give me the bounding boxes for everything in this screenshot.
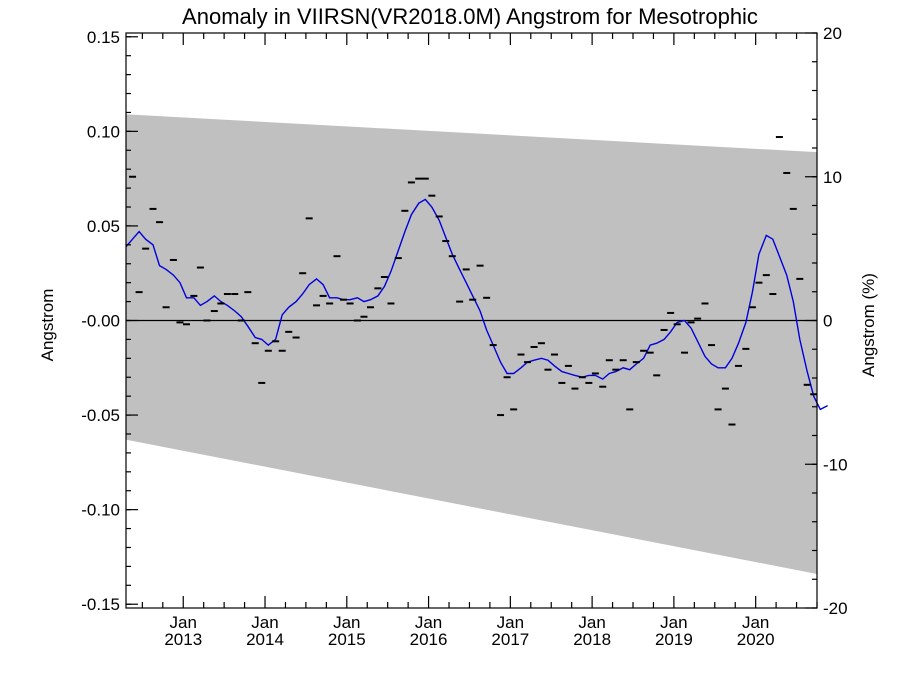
y-tick-label-left: -0.00 xyxy=(81,312,120,331)
y-tick-label-right: -20 xyxy=(823,599,848,618)
x-tick-label-month: Jan xyxy=(170,613,197,632)
y-tick-label-right: 10 xyxy=(823,168,842,187)
x-tick-label-month: Jan xyxy=(742,613,769,632)
anomaly-line xyxy=(125,198,828,411)
x-tick-label-month: Jan xyxy=(415,613,442,632)
y-axis-label-left: Angstrom xyxy=(38,289,57,362)
y-tick-label-left: 0.05 xyxy=(87,217,120,236)
uncertainty-band-layer xyxy=(126,114,817,574)
x-tick-label-month: Jan xyxy=(578,613,605,632)
y-tick-label-left: -0.15 xyxy=(81,595,120,614)
axes-layer: 0.15 0.10 0.05 -0.00 -0.05 -0.10 -0.15 20 10 0 -10… xyxy=(81,24,847,649)
y-axis-label-right: Angstrom (%) xyxy=(859,273,878,377)
x-tick-label-year: 2016 xyxy=(410,630,448,649)
x-tick-label-month: Jan xyxy=(251,613,278,632)
x-tick-label-month: Jan xyxy=(497,613,524,632)
chart-title: Anomaly in VIIRSN(VR2018.0M) Angstrom fo… xyxy=(182,4,758,29)
x-tick-label-year: 2015 xyxy=(328,630,366,649)
x-tick-label-year: 2018 xyxy=(573,630,611,649)
x-tick-label-month: Jan xyxy=(660,613,687,632)
x-tick-label-month: Jan xyxy=(333,613,360,632)
x-tick-label-year: 2017 xyxy=(491,630,529,649)
x-tick-label-year: 2020 xyxy=(737,630,775,649)
anomaly-line-layer xyxy=(125,198,828,411)
uncertainty-band xyxy=(126,114,817,574)
y-tick-label-left: 0.15 xyxy=(87,28,120,47)
y-tick-label-right: 20 xyxy=(823,24,842,43)
y-tick-label-right: 0 xyxy=(823,312,832,331)
y-tick-label-right: -10 xyxy=(823,455,848,474)
x-tick-label-year: 2014 xyxy=(246,630,284,649)
y-tick-label-left: -0.10 xyxy=(81,501,120,520)
monthly-points-layer xyxy=(129,136,818,426)
y-tick-label-left: -0.05 xyxy=(81,406,120,425)
x-tick-label-year: 2019 xyxy=(655,630,693,649)
y-tick-label-left: 0.10 xyxy=(87,122,120,141)
x-tick-label-year: 2013 xyxy=(164,630,202,649)
